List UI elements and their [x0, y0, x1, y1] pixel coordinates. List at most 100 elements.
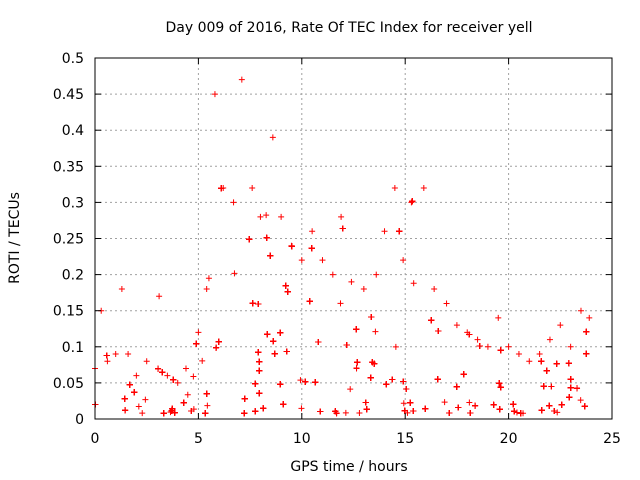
data-point	[184, 391, 191, 398]
data-point	[396, 228, 403, 235]
data-point	[401, 407, 408, 414]
data-point-peak	[373, 271, 380, 278]
y-tick-label: 0.35	[53, 159, 84, 175]
data-point	[466, 399, 473, 406]
data-point-peak	[203, 286, 210, 293]
data-point-peak	[125, 351, 132, 358]
data-point	[583, 328, 590, 335]
data-point	[256, 358, 263, 365]
data-point-peak	[104, 358, 111, 365]
y-tick-label: 0.05	[53, 376, 84, 392]
data-point-peak	[133, 372, 140, 379]
data-point	[513, 409, 520, 416]
data-point	[422, 405, 429, 412]
data-point	[472, 402, 479, 409]
data-point	[496, 380, 503, 387]
data-point-peak	[269, 134, 276, 141]
data-point	[392, 343, 399, 350]
data-point	[139, 410, 146, 417]
data-point-peak	[156, 293, 163, 300]
y-axis-label: ROTI / TECUs	[7, 192, 23, 284]
x-axis-label: GPS time / hours	[290, 459, 407, 475]
x-tick-label: 0	[91, 431, 100, 447]
data-point	[126, 381, 133, 388]
y-tick-label: 0.5	[62, 51, 84, 67]
y-tick-label: 0.1	[62, 340, 84, 356]
data-point	[353, 326, 360, 333]
data-point	[308, 245, 315, 252]
data-point	[252, 380, 259, 387]
data-point	[256, 390, 263, 397]
data-point	[356, 410, 363, 417]
data-point	[538, 407, 545, 414]
data-point	[510, 401, 517, 408]
data-point	[497, 384, 504, 391]
data-point-peak	[464, 329, 471, 336]
data-point-peak	[484, 343, 491, 350]
data-point-peak	[112, 351, 119, 358]
data-point-peak	[505, 343, 512, 350]
data-point	[367, 374, 374, 381]
data-point	[511, 408, 518, 415]
data-point	[543, 367, 550, 374]
data-point	[302, 378, 309, 385]
data-point	[389, 376, 396, 383]
data-point-peak	[143, 358, 150, 365]
data-point	[583, 350, 590, 357]
data-point	[280, 401, 287, 408]
data-point	[142, 396, 149, 403]
data-point-peak	[348, 278, 355, 285]
data-point-peak	[408, 199, 415, 206]
data-point	[135, 403, 142, 410]
data-point	[252, 408, 259, 415]
data-point-peak	[182, 365, 189, 372]
data-point	[283, 348, 290, 355]
data-point-peak	[546, 336, 553, 343]
data-point	[131, 389, 138, 396]
data-point	[497, 347, 504, 354]
data-point	[215, 338, 222, 345]
data-point	[354, 359, 361, 366]
data-point	[538, 358, 545, 365]
data-point	[347, 386, 354, 393]
data-point	[205, 275, 212, 282]
data-point-peak	[288, 242, 295, 249]
data-point	[255, 301, 262, 308]
data-point	[369, 359, 376, 366]
x-tick-label: 20	[500, 431, 518, 447]
data-point	[167, 409, 174, 416]
data-point-peak	[195, 329, 202, 336]
data-point	[435, 327, 442, 334]
data-point-peak	[526, 358, 533, 365]
data-point-peak	[309, 228, 316, 235]
data-point-peak	[329, 271, 336, 278]
data-point	[271, 350, 278, 357]
data-point	[202, 410, 209, 417]
data-point	[446, 410, 453, 417]
data-point	[171, 409, 178, 416]
data-point	[312, 379, 319, 386]
data-point	[565, 360, 572, 367]
data-point-peak	[515, 351, 522, 358]
data-point-peak	[249, 184, 256, 191]
data-point	[551, 408, 558, 415]
data-point	[263, 212, 270, 219]
data-point-peak	[495, 314, 502, 321]
data-point	[400, 378, 407, 385]
data-point	[434, 376, 441, 383]
data-point	[333, 410, 340, 417]
y-tick-label: 0	[75, 412, 84, 428]
data-point-peak	[391, 184, 398, 191]
x-tick-label: 5	[194, 431, 203, 447]
data-point	[540, 383, 547, 390]
data-point-peak	[443, 300, 450, 307]
data-point	[267, 252, 274, 259]
data-point	[554, 409, 561, 416]
data-point	[231, 270, 238, 277]
data-point	[284, 288, 291, 295]
data-point	[193, 340, 200, 347]
data-point	[190, 373, 197, 380]
data-point-peak	[298, 257, 305, 264]
x-tick-label: 15	[396, 431, 414, 447]
